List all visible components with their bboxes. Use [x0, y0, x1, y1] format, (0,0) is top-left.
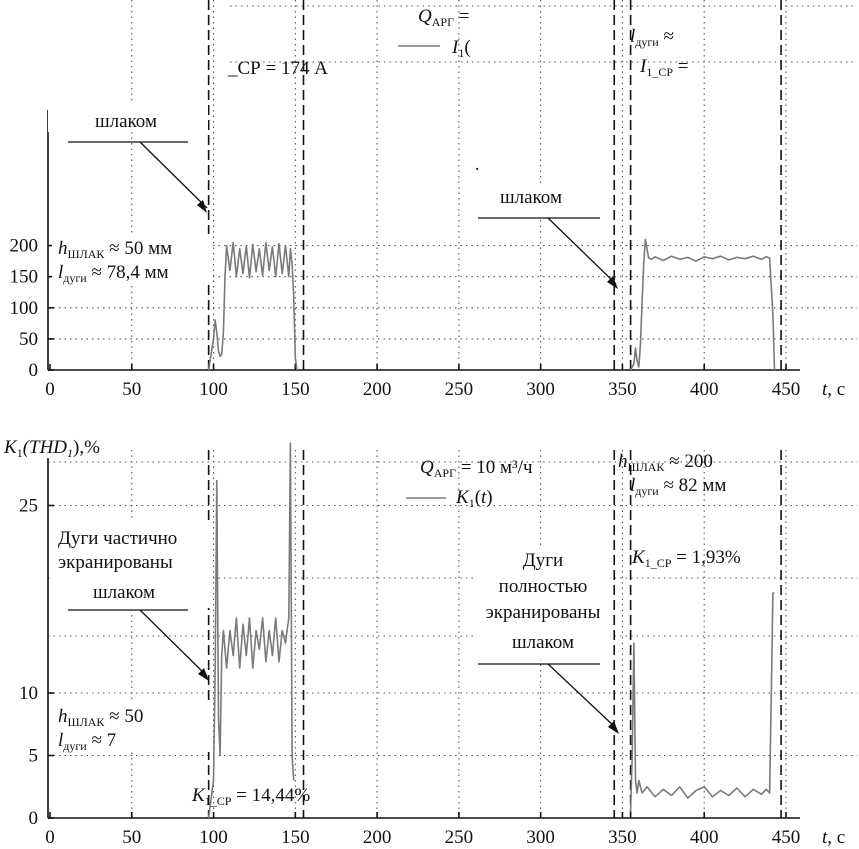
current-avg-label: _СР = 174 А	[227, 58, 328, 79]
thd-avg-left: K1_СР = 14,44%	[191, 785, 310, 808]
arrow-head	[608, 721, 619, 734]
arc-length-left: lдуги ≈ 78,4 мм	[58, 262, 169, 285]
y-tick-label: 150	[10, 267, 39, 288]
full-screen-label: полностью	[499, 576, 588, 597]
x-tick-label: 300	[526, 827, 555, 848]
slag-label-left: шлаком	[95, 111, 157, 132]
grid	[48, 0, 857, 370]
series-line	[207, 442, 295, 819]
partial-screen-label: шлаком	[93, 582, 155, 603]
label-box	[48, 102, 208, 132]
x-tick-label: 150	[281, 379, 310, 400]
full-screen-label: экранированы	[486, 602, 601, 623]
flow-rate-label: QАРГ =	[418, 6, 469, 29]
y-tick-label: 0	[29, 360, 39, 381]
arrow-head	[607, 276, 618, 289]
slag-height-left: hШЛАК ≈ 50	[58, 706, 143, 729]
x-tick-label: 450	[772, 379, 801, 400]
x-tick-label: 450	[772, 827, 801, 848]
y-tick-label: 200	[10, 236, 39, 257]
arrow-head	[198, 668, 209, 681]
y-axis-label: K1(THD1),%	[3, 437, 100, 460]
y-tick-label: 100	[10, 298, 39, 319]
full-screen-label: Дуги	[523, 550, 563, 571]
grid	[48, 450, 857, 818]
label-box	[52, 234, 210, 284]
fragment: ·	[474, 159, 480, 180]
pointer-arrow	[547, 663, 617, 729]
full-screen-label: шлаком	[512, 632, 574, 653]
x-tick-label: 200	[363, 379, 392, 400]
series-line	[629, 238, 776, 371]
flow-rate-label: QАРГ = 10 м³/ч	[420, 457, 533, 480]
x-tick-label: 350	[608, 827, 637, 848]
y-tick-label: 25	[19, 496, 38, 517]
x-tick-label: 50	[122, 827, 141, 848]
x-axis-label: t, с	[822, 379, 845, 400]
x-tick-label: 400	[690, 827, 719, 848]
thd-avg-right: K1_СР = 1,93%	[631, 547, 741, 570]
arc-length-right: lдуги ≈	[630, 26, 674, 49]
x-axis-label: t, с	[822, 827, 845, 848]
y-tick-label: 10	[19, 683, 38, 704]
y-tick-label: 50	[19, 329, 38, 350]
legend-label: I1(	[451, 37, 471, 60]
partial-screen-label: экранированы	[58, 552, 173, 573]
partial-screen-label: Дуги частично	[58, 528, 177, 549]
x-tick-label: 150	[281, 827, 310, 848]
pointer-arrow	[547, 217, 617, 285]
y-tick-label: 5	[29, 746, 39, 767]
slag-label-right: шлаком	[500, 187, 562, 208]
arrow-head	[197, 200, 207, 213]
x-tick-label: 250	[445, 827, 474, 848]
label-box	[50, 520, 210, 608]
x-tick-label: 350	[608, 379, 637, 400]
y-tick-label: 0	[29, 808, 39, 829]
series-line	[629, 592, 775, 812]
x-tick-label: 100	[199, 827, 228, 848]
label-box	[476, 548, 610, 660]
arc-length-right: lдуги ≈ 82 мм	[630, 475, 726, 498]
label-box	[478, 186, 610, 216]
x-tick-label: 200	[363, 827, 392, 848]
x-tick-label: 100	[199, 379, 228, 400]
x-tick-label: 0	[45, 827, 55, 848]
x-tick-label: 0	[45, 379, 55, 400]
pointer-arrow	[139, 609, 208, 677]
x-tick-label: 50	[122, 379, 141, 400]
label-box	[52, 700, 210, 752]
current-avg-right: I1_СР =	[639, 56, 688, 79]
x-tick-label: 400	[690, 379, 719, 400]
pointer-arrow	[139, 141, 208, 209]
legend-label: K1(t)	[455, 487, 493, 510]
slag-height-right: hШЛАК ≈ 200	[618, 451, 713, 474]
arc-length-left: lдуги ≈ 7	[58, 730, 116, 753]
current-chart: 0 50 100 150 200 0 50 100 150 200 250 300 350 400 450 t…	[10, 0, 857, 400]
x-tick-label: 250	[445, 379, 474, 400]
x-tick-label: 300	[526, 379, 555, 400]
slag-height-left: hШЛАК ≈ 50 мм	[58, 238, 172, 261]
series-line	[207, 241, 298, 371]
